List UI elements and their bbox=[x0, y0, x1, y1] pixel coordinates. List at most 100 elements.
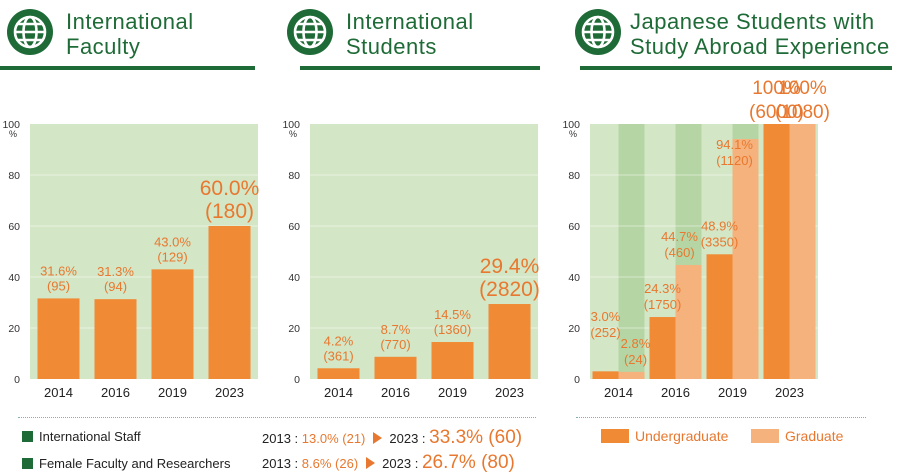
data-label-percent: 44.7% bbox=[661, 229, 698, 244]
data-label-count: (2820) bbox=[479, 278, 540, 301]
data-label-count: (3350) bbox=[701, 234, 739, 249]
bar-graduate bbox=[732, 139, 759, 379]
panel-header: International Faculty bbox=[0, 5, 265, 70]
data-label-count: (770) bbox=[380, 337, 410, 352]
y-tick-label: 60 bbox=[288, 221, 300, 233]
bar bbox=[94, 299, 137, 379]
globe-icon bbox=[287, 9, 333, 55]
bar bbox=[208, 226, 251, 379]
panel-title: International Faculty bbox=[66, 9, 194, 59]
y-tick-label: 0 bbox=[14, 374, 20, 386]
x-tick-label: 2014 bbox=[44, 385, 73, 400]
y-unit-label: % bbox=[289, 129, 297, 139]
y-tick-label: 80 bbox=[288, 170, 300, 182]
y-unit-label: % bbox=[569, 129, 577, 139]
data-label-percent: 31.6% bbox=[40, 263, 77, 278]
divider bbox=[18, 417, 536, 418]
y-tick-label: 40 bbox=[8, 272, 20, 284]
bar bbox=[431, 342, 474, 379]
data-label-percent: 29.4% bbox=[480, 255, 540, 278]
y-tick-label: 80 bbox=[8, 170, 20, 182]
data-label-percent: 14.5% bbox=[434, 307, 471, 322]
bar-undergraduate bbox=[763, 124, 790, 379]
data-label-count: (252) bbox=[590, 325, 620, 340]
stat-label-female-faculty: Female Faculty and Researchers bbox=[22, 456, 230, 471]
chart-international-students: 0 20 40 60 80 100% 2014 4.2%(361) 2016 8.7%(770) 2… bbox=[282, 119, 540, 400]
title-underline bbox=[580, 66, 892, 70]
data-label-percent: 24.3% bbox=[644, 281, 681, 296]
square-bullet-icon bbox=[22, 431, 33, 442]
title-underline bbox=[300, 66, 540, 70]
bar bbox=[488, 304, 531, 379]
x-tick-label: 2023 bbox=[495, 385, 524, 400]
data-label-count: (129) bbox=[157, 249, 187, 264]
divider bbox=[576, 417, 866, 418]
stat-values-female-faculty: 2013 : 8.6% (26) 2023 : 26.7% (80) bbox=[262, 452, 515, 473]
stat-values-international-staff: 2013 : 13.0% (21) 2023 : 33.3% (60) bbox=[262, 427, 523, 448]
bar bbox=[151, 269, 194, 379]
data-label-percent: 48.9% bbox=[701, 218, 738, 233]
x-tick-label: 2014 bbox=[604, 385, 633, 400]
y-tick-label: 20 bbox=[8, 323, 20, 335]
bar-graduate bbox=[675, 265, 702, 379]
bar-graduate bbox=[618, 371, 645, 379]
data-label-percent: 100% bbox=[778, 78, 827, 99]
data-label-percent: 3.0% bbox=[591, 309, 621, 324]
bar bbox=[317, 368, 360, 379]
data-label-count: (1750) bbox=[644, 297, 682, 312]
legend-swatch-graduate bbox=[751, 429, 779, 443]
chart-study-abroad: 0 20 40 60 80 100% 2014 2016 2019 2023 3.0%(252)2.… bbox=[562, 78, 830, 400]
x-tick-label: 2019 bbox=[718, 385, 747, 400]
y-tick-label: 60 bbox=[8, 221, 20, 233]
bar bbox=[37, 298, 80, 379]
globe-icon bbox=[7, 9, 53, 55]
chart-international-faculty: 0 20 40 60 80 100% 2014 31.6%(95) 2016 31.3%(94) 2… bbox=[2, 119, 260, 400]
panel-international-students: International Students 0 20 40 60 80 100% 2014… bbox=[280, 0, 545, 400]
panel-study-abroad: Japanese Students with Study Abroad Expe… bbox=[560, 0, 900, 400]
title-underline bbox=[0, 66, 255, 70]
y-unit-label: % bbox=[9, 129, 17, 139]
data-label-percent: 31.3% bbox=[97, 264, 134, 279]
bar-undergraduate bbox=[649, 317, 676, 379]
data-label-percent: 2.8% bbox=[621, 336, 651, 351]
y-tick-label: 40 bbox=[288, 272, 300, 284]
y-tick-label: 100 bbox=[2, 119, 20, 131]
data-label-count: (1360) bbox=[434, 322, 472, 337]
legend-swatch-undergraduate bbox=[601, 429, 629, 443]
stat-label-international-staff: International Staff bbox=[22, 429, 141, 444]
y-tick-label: 100 bbox=[282, 119, 300, 131]
data-label-count: (24) bbox=[624, 352, 647, 367]
data-label-percent: 60.0% bbox=[200, 177, 260, 200]
legend-graduate: Graduate bbox=[751, 428, 843, 444]
bar-graduate bbox=[789, 124, 816, 379]
arrow-right-icon bbox=[366, 457, 376, 469]
data-label-percent: 94.1% bbox=[716, 137, 753, 152]
x-tick-label: 2016 bbox=[661, 385, 690, 400]
data-label-count: (361) bbox=[323, 348, 353, 363]
data-label-percent: 8.7% bbox=[381, 322, 411, 337]
x-tick-label: 2019 bbox=[158, 385, 187, 400]
x-tick-label: 2023 bbox=[775, 385, 804, 400]
y-tick-label: 100 bbox=[562, 119, 580, 131]
data-label-count: (1120) bbox=[716, 153, 753, 168]
x-tick-label: 2014 bbox=[324, 385, 353, 400]
globe-icon bbox=[575, 9, 621, 55]
plot-column-shade bbox=[618, 124, 645, 379]
y-tick-label: 60 bbox=[568, 221, 580, 233]
data-label-count: (95) bbox=[47, 278, 70, 293]
bar-undergraduate bbox=[592, 371, 619, 379]
y-tick-label: 80 bbox=[568, 170, 580, 182]
y-tick-label: 0 bbox=[574, 374, 580, 386]
y-tick-label: 20 bbox=[288, 323, 300, 335]
data-label-count: (1080) bbox=[775, 102, 830, 123]
data-label-percent: 100% bbox=[752, 78, 801, 99]
bar-undergraduate bbox=[706, 254, 733, 379]
data-label-percent: 4.2% bbox=[324, 333, 354, 348]
arrow-right-icon bbox=[373, 432, 383, 444]
data-label-count: (94) bbox=[104, 279, 127, 294]
y-tick-label: 20 bbox=[568, 323, 580, 335]
square-bullet-icon bbox=[22, 458, 33, 469]
panel-header: Japanese Students with Study Abroad Expe… bbox=[560, 5, 900, 70]
x-tick-label: 2016 bbox=[381, 385, 410, 400]
bar bbox=[374, 356, 417, 379]
